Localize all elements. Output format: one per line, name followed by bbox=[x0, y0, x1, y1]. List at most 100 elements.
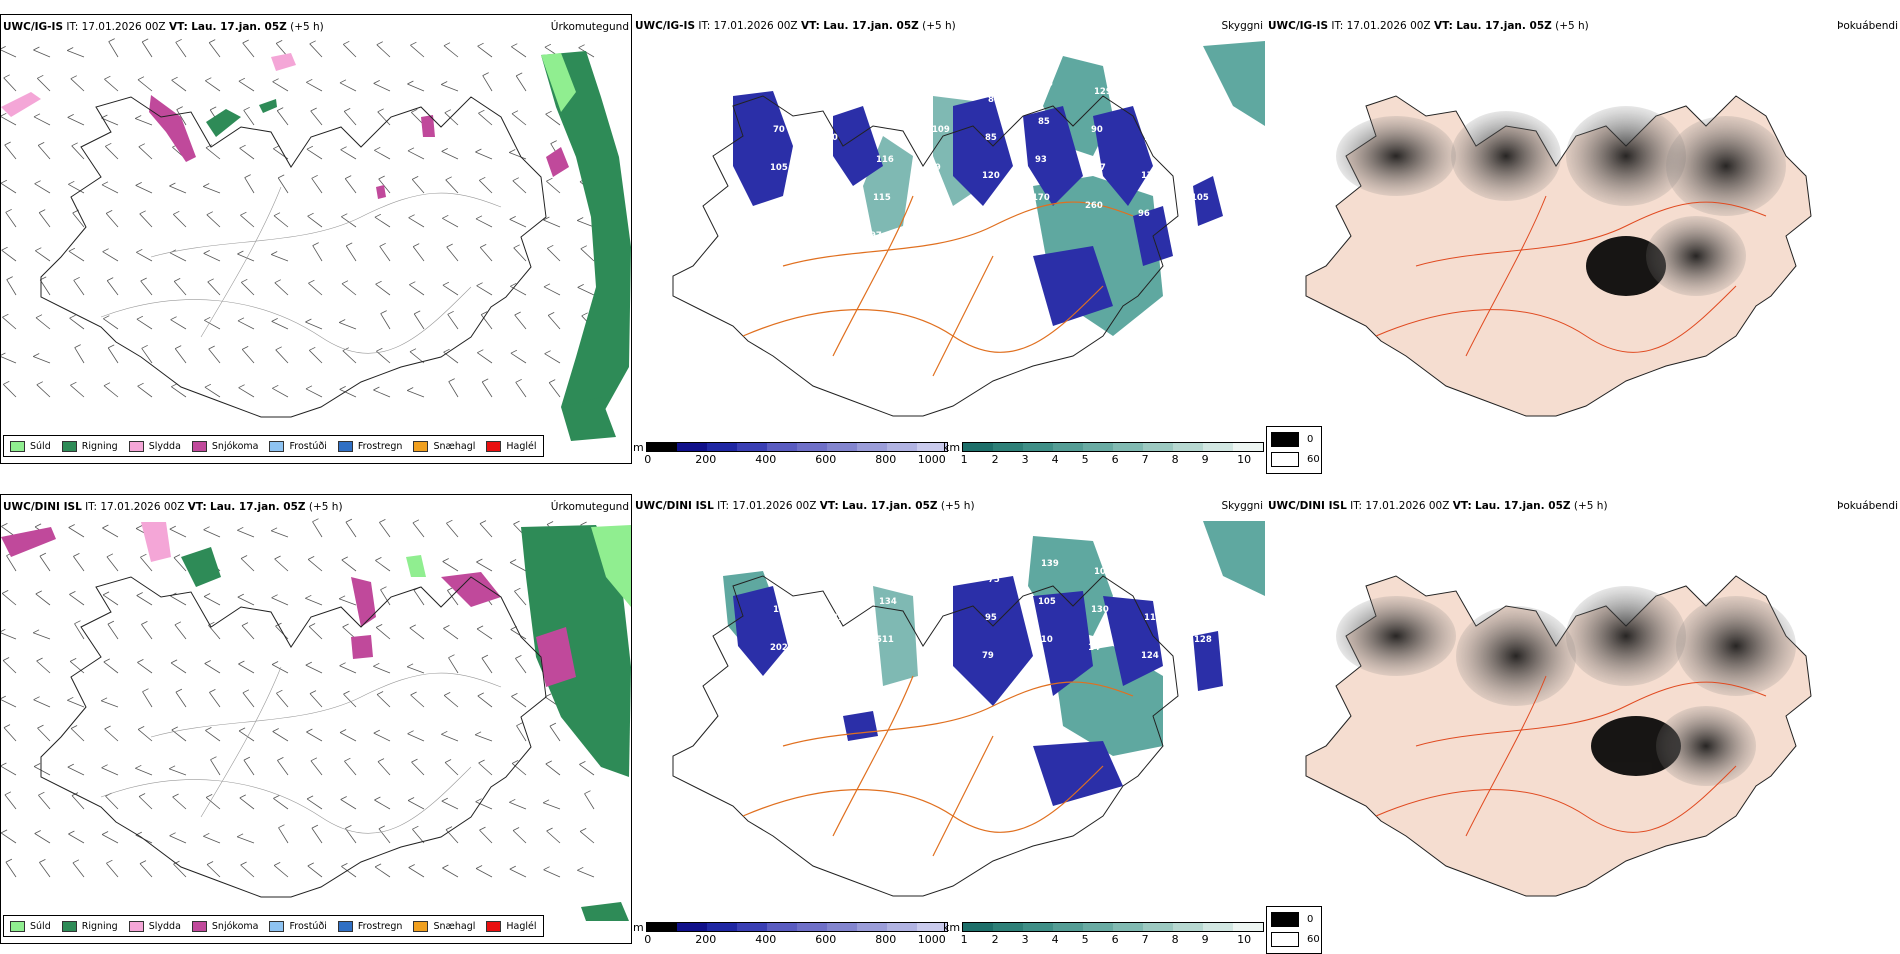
station-value: 118 bbox=[932, 605, 950, 615]
station-value: 70 bbox=[773, 125, 785, 135]
wind-barb-flag bbox=[308, 279, 315, 284]
legend-item: Haglél bbox=[486, 440, 537, 452]
wind-barb-flag bbox=[175, 345, 182, 349]
wind-barb-flag bbox=[272, 728, 279, 732]
wind-barb-flag bbox=[69, 591, 76, 595]
wind-barb bbox=[208, 42, 221, 58]
wind-barb bbox=[443, 695, 459, 708]
wind-barb bbox=[277, 760, 289, 776]
wind-barb bbox=[516, 725, 527, 742]
wind-barb bbox=[237, 529, 255, 538]
station-value: 123 bbox=[823, 171, 841, 181]
wind-barb-flag bbox=[3, 74, 10, 79]
wind-barb-flag bbox=[72, 859, 80, 864]
wind-barb-flag bbox=[516, 722, 523, 727]
wind-barb bbox=[103, 318, 119, 330]
wind-barb-flag bbox=[441, 797, 448, 802]
wind-barb bbox=[306, 798, 323, 810]
wind-barb-flag bbox=[1, 523, 8, 527]
wind-barb bbox=[106, 556, 119, 572]
wind-barb bbox=[209, 692, 221, 708]
wind-barb bbox=[69, 661, 85, 674]
station-value: 80 bbox=[826, 133, 838, 143]
wind-barb-flag bbox=[411, 108, 418, 113]
wind-barb-flag bbox=[204, 383, 212, 388]
wind-barb-flag bbox=[69, 314, 76, 319]
wind-barb-flag bbox=[1, 179, 8, 184]
wind-barb bbox=[101, 767, 119, 776]
wind-barb bbox=[238, 80, 255, 92]
wind-barb-flag bbox=[408, 864, 415, 868]
wind-barb bbox=[1, 249, 17, 262]
wind-barb bbox=[475, 801, 493, 810]
wind-barb-flag bbox=[1, 762, 7, 767]
wind-barb bbox=[441, 151, 459, 160]
wind-barb bbox=[543, 869, 561, 878]
wind-barb-flag bbox=[339, 662, 346, 667]
wind-barb-flag bbox=[242, 346, 249, 350]
wind-barb bbox=[6, 555, 17, 572]
wind-barb bbox=[69, 317, 85, 330]
station-value: 109 bbox=[1094, 567, 1112, 577]
wind-barb bbox=[411, 761, 425, 776]
wind-barb-flag bbox=[305, 594, 312, 599]
wind-barb bbox=[441, 800, 459, 810]
wind-barb bbox=[240, 864, 255, 878]
wind-barb-flag bbox=[509, 149, 516, 153]
wind-barb bbox=[205, 147, 221, 160]
wind-barb bbox=[141, 624, 153, 640]
wind-barb-flag bbox=[276, 40, 283, 44]
wind-barb-flag bbox=[306, 145, 314, 150]
wind-barb bbox=[242, 42, 255, 58]
wind-barb-flag bbox=[2, 590, 9, 594]
wind-barb bbox=[100, 700, 119, 708]
wind-barb-flag bbox=[476, 558, 483, 563]
wind-barb bbox=[1, 49, 17, 58]
wind-barb bbox=[272, 387, 289, 398]
wind-barb-flag bbox=[343, 40, 350, 45]
wind-barb-flag bbox=[68, 830, 75, 835]
wind-barb bbox=[509, 562, 527, 572]
wind-barb bbox=[310, 760, 323, 776]
wind-barb-flag bbox=[135, 764, 142, 769]
iceland-outline bbox=[40, 576, 547, 898]
wind-barb bbox=[240, 558, 255, 572]
wind-barb bbox=[137, 729, 153, 742]
wind-barb-flag bbox=[409, 348, 417, 353]
wind-barb bbox=[208, 624, 221, 640]
wind-barb bbox=[135, 185, 153, 194]
wind-barb-flag bbox=[407, 730, 414, 735]
wind-barb bbox=[102, 527, 119, 538]
wind-barb bbox=[514, 590, 527, 606]
wind-barb-flag bbox=[102, 248, 109, 253]
wind-barb-flag bbox=[70, 658, 77, 662]
wind-barb-flag bbox=[175, 688, 183, 693]
wind-barb bbox=[168, 768, 187, 776]
wind-barb bbox=[477, 352, 493, 364]
wind-barb bbox=[374, 149, 391, 160]
station-value: 89 bbox=[1197, 117, 1209, 127]
wind-barb-flag bbox=[1, 695, 6, 699]
wind-barb-flag bbox=[238, 660, 245, 665]
wind-barb bbox=[277, 177, 289, 194]
wind-barb-flag bbox=[4, 141, 11, 146]
station-value: 170 bbox=[1141, 171, 1159, 181]
wind-barb-flag bbox=[34, 830, 41, 834]
wind-barb-flag bbox=[344, 757, 351, 762]
wind-barb-flag bbox=[479, 520, 487, 524]
wind-barb-flag bbox=[544, 43, 552, 48]
wind-barb-flag bbox=[174, 278, 181, 282]
wind-barb-flag bbox=[271, 318, 278, 322]
wind-barb bbox=[36, 660, 51, 674]
station-value: 89 bbox=[935, 567, 947, 577]
station-value: 82 bbox=[1200, 559, 1212, 569]
station-value: 77 bbox=[929, 643, 941, 653]
wind-barb bbox=[33, 49, 51, 58]
wind-barb-flag bbox=[580, 828, 587, 832]
station-value: 75 bbox=[988, 575, 1000, 585]
wind-barb-flag bbox=[344, 108, 351, 112]
wind-barb bbox=[511, 46, 527, 58]
panel-header: UWC/IG-IS IT: 17.01.2026 00Z VT: Lau. 17… bbox=[635, 20, 956, 32]
station-value: 81 bbox=[882, 559, 894, 569]
wind-barb-flag bbox=[413, 243, 420, 247]
